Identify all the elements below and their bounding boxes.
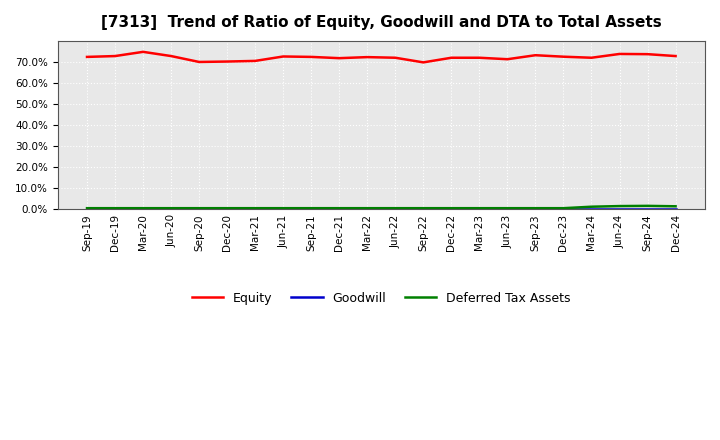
Goodwill bbox=[307, 207, 315, 212]
Goodwill bbox=[222, 207, 231, 212]
Equity bbox=[531, 52, 540, 58]
Deferred Tax Assets bbox=[671, 204, 680, 209]
Deferred Tax Assets bbox=[111, 205, 120, 211]
Deferred Tax Assets bbox=[139, 205, 148, 211]
Equity bbox=[279, 54, 287, 59]
Goodwill bbox=[615, 207, 624, 212]
Goodwill bbox=[335, 207, 343, 212]
Equity bbox=[83, 54, 91, 59]
Equity bbox=[307, 54, 315, 59]
Goodwill bbox=[588, 207, 596, 212]
Equity bbox=[615, 51, 624, 57]
Line: Deferred Tax Assets: Deferred Tax Assets bbox=[87, 206, 675, 208]
Deferred Tax Assets bbox=[615, 203, 624, 209]
Goodwill bbox=[139, 207, 148, 212]
Deferred Tax Assets bbox=[279, 205, 287, 211]
Equity bbox=[559, 54, 568, 59]
Equity bbox=[419, 60, 428, 65]
Deferred Tax Assets bbox=[195, 205, 204, 211]
Goodwill bbox=[419, 207, 428, 212]
Deferred Tax Assets bbox=[643, 203, 652, 209]
Goodwill bbox=[251, 207, 259, 212]
Goodwill bbox=[363, 207, 372, 212]
Equity bbox=[671, 53, 680, 59]
Equity bbox=[111, 53, 120, 59]
Equity bbox=[167, 53, 176, 59]
Deferred Tax Assets bbox=[503, 205, 512, 211]
Deferred Tax Assets bbox=[167, 205, 176, 211]
Equity bbox=[588, 55, 596, 60]
Equity bbox=[391, 55, 400, 60]
Deferred Tax Assets bbox=[222, 205, 231, 211]
Equity bbox=[335, 55, 343, 61]
Goodwill bbox=[475, 207, 484, 212]
Deferred Tax Assets bbox=[391, 205, 400, 211]
Deferred Tax Assets bbox=[419, 205, 428, 211]
Line: Equity: Equity bbox=[87, 52, 675, 62]
Goodwill bbox=[111, 207, 120, 212]
Equity bbox=[643, 51, 652, 57]
Goodwill bbox=[531, 207, 540, 212]
Goodwill bbox=[503, 207, 512, 212]
Goodwill bbox=[643, 207, 652, 212]
Deferred Tax Assets bbox=[335, 205, 343, 211]
Deferred Tax Assets bbox=[559, 205, 568, 211]
Deferred Tax Assets bbox=[531, 205, 540, 211]
Deferred Tax Assets bbox=[588, 204, 596, 209]
Equity bbox=[363, 55, 372, 60]
Equity bbox=[475, 55, 484, 60]
Equity bbox=[503, 57, 512, 62]
Deferred Tax Assets bbox=[251, 205, 259, 211]
Goodwill bbox=[391, 207, 400, 212]
Deferred Tax Assets bbox=[475, 205, 484, 211]
Goodwill bbox=[195, 207, 204, 212]
Goodwill bbox=[279, 207, 287, 212]
Goodwill bbox=[559, 207, 568, 212]
Deferred Tax Assets bbox=[363, 205, 372, 211]
Deferred Tax Assets bbox=[83, 205, 91, 211]
Equity bbox=[447, 55, 456, 60]
Equity bbox=[222, 59, 231, 64]
Deferred Tax Assets bbox=[447, 205, 456, 211]
Legend: Equity, Goodwill, Deferred Tax Assets: Equity, Goodwill, Deferred Tax Assets bbox=[186, 286, 576, 309]
Equity bbox=[251, 58, 259, 63]
Goodwill bbox=[167, 207, 176, 212]
Goodwill bbox=[83, 207, 91, 212]
Goodwill bbox=[447, 207, 456, 212]
Goodwill bbox=[671, 207, 680, 212]
Equity bbox=[195, 59, 204, 65]
Deferred Tax Assets bbox=[307, 205, 315, 211]
Equity bbox=[139, 49, 148, 55]
Title: [7313]  Trend of Ratio of Equity, Goodwill and DTA to Total Assets: [7313] Trend of Ratio of Equity, Goodwil… bbox=[101, 15, 662, 30]
